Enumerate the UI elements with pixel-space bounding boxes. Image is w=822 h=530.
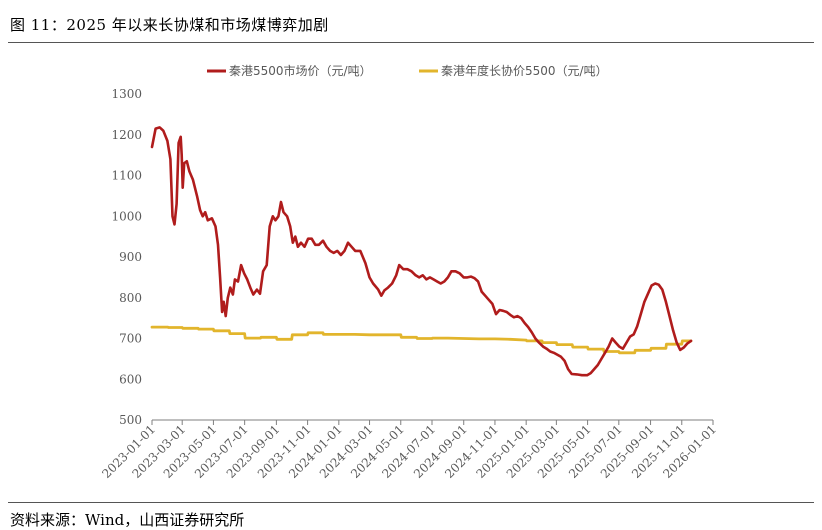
y-tick-label: 800 <box>119 291 142 305</box>
legend-label-contract-price: 秦港年度长协价5500（元/吨） <box>441 63 608 78</box>
chart-legend: 秦港5500市场价（元/吨） 秦港年度长协价5500（元/吨） <box>207 63 608 78</box>
line-chart: 秦港5500市场价（元/吨） 秦港年度长协价5500（元/吨） 500 600 70… <box>99 63 719 481</box>
y-tick-label: 1300 <box>111 87 142 101</box>
y-tick-label: 600 <box>119 372 142 386</box>
y-tick-label: 700 <box>119 332 142 346</box>
series-line-contract-price <box>150 325 693 355</box>
y-tick-label: 1000 <box>111 209 142 223</box>
x-axis: 2023-01-012023-03-012023-05-012023-07-01… <box>99 419 719 481</box>
source-note: 资料来源：Wind，山西证券研究所 <box>10 511 245 529</box>
title-rule <box>8 42 814 43</box>
legend-label-market-price: 秦港5500市场价（元/吨） <box>229 63 372 78</box>
y-tick-label: 1200 <box>111 128 142 142</box>
y-tick-label: 900 <box>119 250 142 264</box>
figure-title: 图 11：2025 年以来长协煤和市场煤博弈加剧 <box>10 16 329 34</box>
y-tick-label: 500 <box>119 413 142 427</box>
y-tick-label: 1100 <box>111 169 142 183</box>
series-line-market-price <box>150 126 693 377</box>
source-rule <box>8 502 814 503</box>
y-axis: 500 600 700 800 900 1000 1100 1200 1300 <box>111 87 142 427</box>
series-layer <box>150 126 693 377</box>
